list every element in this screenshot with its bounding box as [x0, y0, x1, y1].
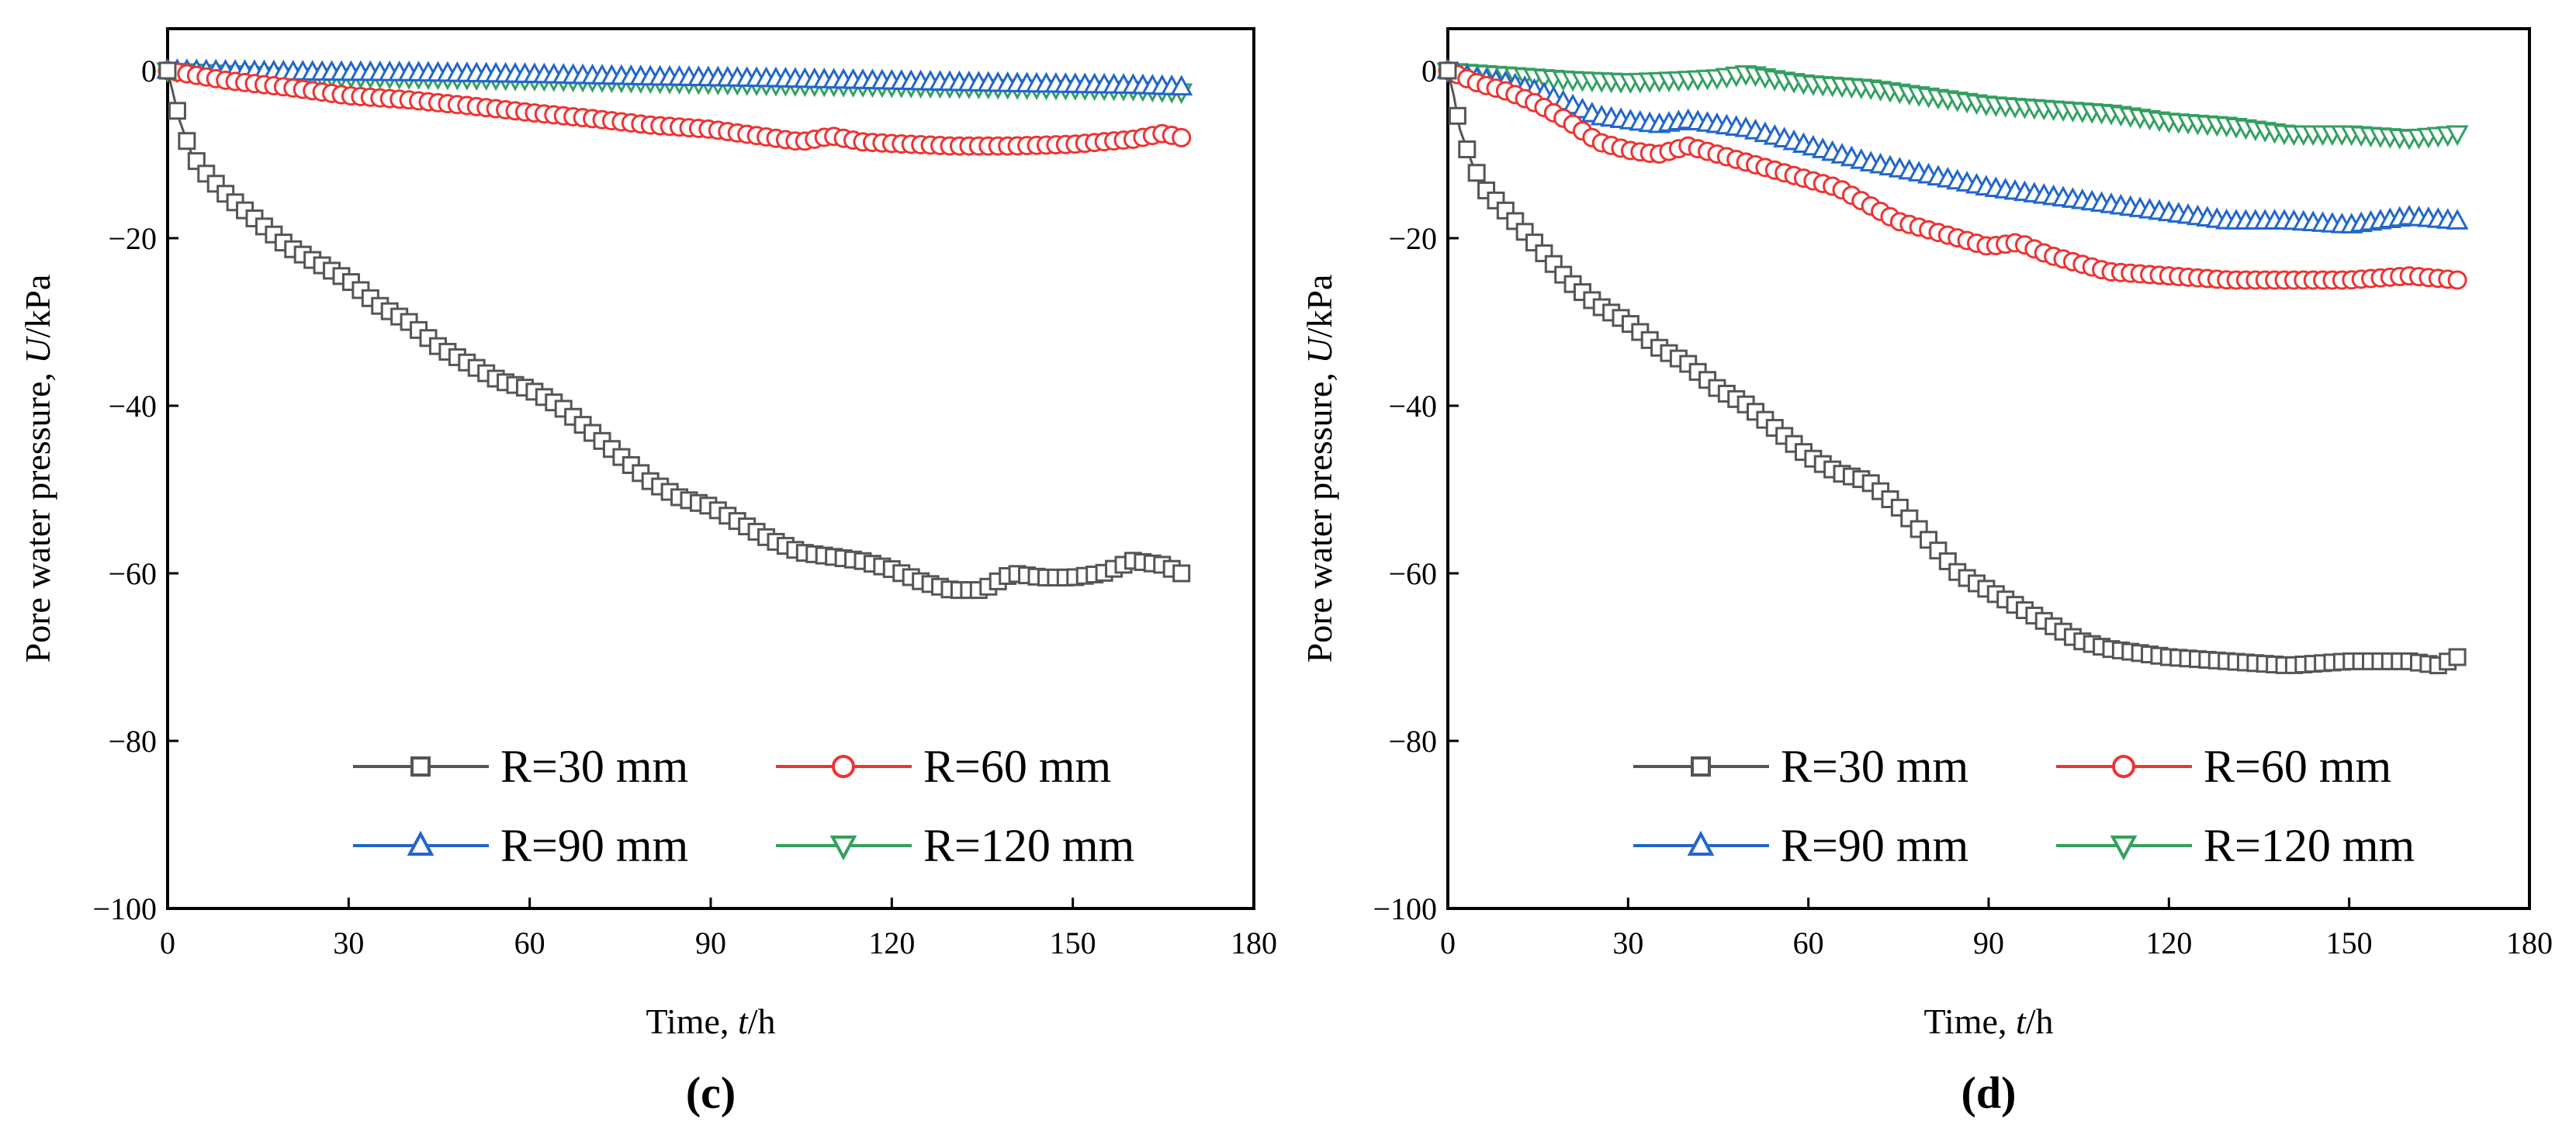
legend-entry-r60-c: R=60 mm — [776, 741, 1111, 792]
x-tick-label: 0 — [160, 926, 175, 960]
data-point — [1172, 564, 1191, 583]
legend-entry-r90-c: R=90 mm — [353, 820, 688, 871]
data-point — [178, 132, 196, 151]
data-point — [1448, 106, 1466, 125]
data-point — [1170, 74, 1193, 96]
legend-label-r30-c: R=30 mm — [500, 741, 688, 792]
legend-entry-r90-d: R=90 mm — [1633, 820, 1968, 871]
y-axis-title-c: Pore water pressure, U/kPa — [18, 275, 57, 663]
y-tick-label: −80 — [1388, 724, 1437, 759]
chart-panel-d: 0 30 60 90 120 150 180 0 −20 −40 −60 −80 −100 Time,… — [1300, 27, 2553, 1118]
legend-circle-marker — [832, 755, 855, 778]
series-r-60-mm — [158, 61, 1192, 156]
y-tick-label: −60 — [1388, 556, 1437, 591]
y-tick-label: 0 — [1421, 54, 1437, 88]
panel-label-d: (d) — [1961, 1068, 2017, 1118]
tick-marks-c — [166, 69, 1255, 910]
series-r-30-mm — [158, 61, 1191, 600]
x-tick-label: 150 — [2326, 926, 2373, 960]
legend-c: R=30 mm R=60 mm R=90 mm R=120 mm — [353, 741, 1134, 871]
data-point — [1458, 140, 1477, 159]
legend-label-r60-d: R=60 mm — [2204, 741, 2391, 792]
legend-label-r120-d: R=120 mm — [2204, 820, 2415, 871]
y-axis-title-d: Pore water pressure, U/kPa — [1300, 275, 1339, 663]
y-tick-label: −20 — [108, 221, 157, 256]
legend-triangle-up-marker — [1687, 830, 1715, 856]
series-layer-c — [156, 57, 1193, 600]
legend-entry-r120-d: R=120 mm — [2056, 820, 2415, 871]
x-tick-label: 30 — [333, 926, 364, 960]
data-point — [2446, 125, 2469, 147]
legend-triangle-up-marker — [407, 830, 435, 856]
data-point — [168, 102, 186, 120]
legend-entry-r30-d: R=30 mm — [1633, 741, 1968, 792]
legend-square-marker — [410, 756, 431, 777]
data-point — [2446, 209, 2469, 230]
series-r-30-mm — [1439, 61, 2467, 675]
data-point — [1439, 61, 1457, 80]
series-r-60-mm — [1438, 61, 2467, 290]
legend-entry-r120-c: R=120 mm — [776, 820, 1134, 871]
data-point — [1467, 164, 1486, 182]
panel-label-c: (c) — [686, 1068, 736, 1118]
y-tick-label: −40 — [108, 389, 157, 424]
data-point — [2448, 648, 2467, 666]
x-axis-title-c: Time, t/h — [646, 1002, 775, 1041]
legend-triangle-down-marker — [2110, 836, 2138, 861]
series-layer-d — [1436, 57, 2469, 675]
y-tick-labels-c: 0 −20 −40 −60 −80 −100 — [92, 54, 157, 926]
x-tick-label: 30 — [1612, 926, 1643, 960]
legend-label-r90-c: R=90 mm — [500, 820, 688, 871]
y-tick-label: −60 — [108, 556, 157, 591]
data-point — [158, 61, 177, 80]
legend-circle-marker — [2112, 755, 2135, 778]
legend-label-r90-d: R=90 mm — [1781, 820, 1968, 871]
y-tick-label: −100 — [92, 891, 157, 926]
y-tick-label: −80 — [108, 724, 157, 759]
x-axis-title-d: Time, t/h — [1923, 1002, 2053, 1041]
legend-label-r60-c: R=60 mm — [923, 741, 1111, 792]
data-point — [1172, 127, 1192, 147]
x-tick-label: 60 — [514, 926, 545, 960]
x-tick-label: 0 — [1440, 926, 1456, 960]
y-tick-label: 0 — [141, 54, 157, 88]
x-tick-labels-d: 0 30 60 90 120 150 180 — [1440, 926, 2553, 960]
legend-entry-r30-c: R=30 mm — [353, 741, 688, 792]
y-tick-label: −20 — [1388, 221, 1437, 256]
x-tick-label: 120 — [868, 926, 915, 960]
x-tick-label: 150 — [1050, 926, 1096, 960]
series-r-90-mm — [1436, 57, 2469, 234]
x-tick-label: 120 — [2145, 926, 2192, 960]
legend-square-marker — [1691, 756, 1711, 777]
y-tick-labels-d: 0 −20 −40 −60 −80 −100 — [1373, 54, 1437, 926]
x-tick-label: 180 — [1231, 926, 1277, 960]
legend-label-r120-c: R=120 mm — [923, 820, 1134, 871]
x-tick-label: 90 — [1973, 926, 2004, 960]
legend-label-r30-d: R=30 mm — [1781, 741, 1968, 792]
legend-entry-r60-d: R=60 mm — [2056, 741, 2391, 792]
x-tick-label: 60 — [1793, 926, 1824, 960]
data-point — [2447, 270, 2467, 290]
legend-d: R=30 mm R=60 mm R=90 mm R=120 mm — [1633, 741, 2415, 871]
x-tick-labels-c: 0 30 60 90 120 150 180 — [160, 926, 1277, 960]
x-tick-label: 90 — [695, 926, 726, 960]
chart-panel-c: 0 30 60 90 120 150 180 0 −20 −40 −60 −80 −100 Time,… — [18, 27, 1277, 1118]
x-tick-label: 180 — [2506, 926, 2553, 960]
y-tick-label: −40 — [1388, 389, 1437, 424]
legend-triangle-down-marker — [829, 836, 857, 861]
y-tick-label: −100 — [1373, 891, 1437, 926]
